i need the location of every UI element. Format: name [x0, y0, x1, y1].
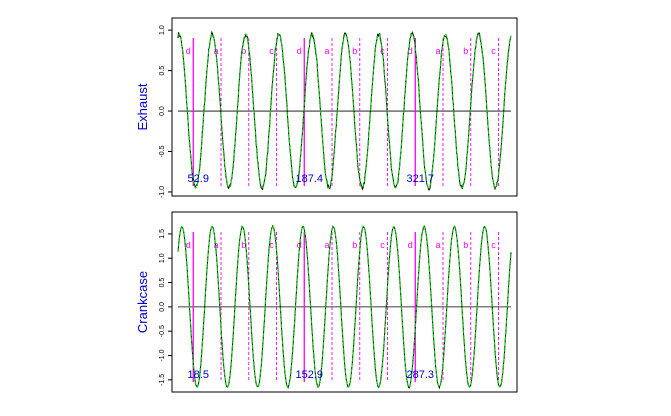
marker-label-c: c [269, 46, 274, 56]
y-tick-label: -1.0 [159, 349, 166, 361]
marker-label-b: b [352, 46, 357, 56]
marker-label-d: d [408, 46, 413, 56]
marker-label-a: a [436, 240, 441, 250]
angle-label: 152.9 [295, 369, 323, 381]
marker-label-a: a [325, 240, 330, 250]
y-tick-label: -0.5 [159, 325, 166, 337]
plot-frame [171, 17, 518, 197]
plot-frame [171, 211, 518, 393]
marker-label-d: d [186, 240, 191, 250]
y-tick-label: 1.0 [159, 253, 166, 263]
angle-label: 321.7 [406, 173, 434, 185]
marker-label-a: a [436, 46, 441, 56]
y-tick-label: 0.5 [159, 66, 166, 76]
trace-model [177, 33, 512, 189]
trace-model [177, 225, 512, 388]
angle-label: 287.3 [406, 369, 434, 381]
marker-label-b: b [352, 240, 357, 250]
marker-label-c: c [491, 46, 496, 56]
y-tick-label: 0.0 [159, 302, 166, 312]
y-tick-label: -1.0 [159, 186, 166, 198]
y-tick-label: 0.0 [159, 106, 166, 116]
marker-label-c: c [380, 240, 385, 250]
marker-label-b: b [241, 240, 246, 250]
marker-label-c: c [491, 240, 496, 250]
y-axis-label: Crankcase [135, 271, 150, 333]
y-tick-label: 1.5 [159, 229, 166, 239]
marker-label-d: d [186, 46, 191, 56]
angle-label: 187.4 [295, 173, 323, 185]
marker-label-a: a [325, 46, 330, 56]
y-tick-label: -1.5 [159, 374, 166, 386]
marker-label-b: b [463, 240, 468, 250]
angle-label: 18.5 [188, 369, 209, 381]
marker-label-d: d [297, 46, 302, 56]
marker-label-d: d [408, 240, 413, 250]
marker-label-b: b [463, 46, 468, 56]
y-tick-label: 1.0 [159, 25, 166, 35]
y-tick-label: 0.5 [159, 278, 166, 288]
angle-label: 52.9 [188, 173, 209, 185]
marker-label-b: b [241, 46, 246, 56]
y-tick-label: -0.5 [159, 145, 166, 157]
marker-label-c: c [269, 240, 274, 250]
panel-crankcase: -1.5 -1.0 -0.5 0.0 0.5 1.0 1.5 Crankcase d a b c d a b… [135, 211, 518, 393]
y-axis-label: Exhaust [135, 83, 150, 130]
